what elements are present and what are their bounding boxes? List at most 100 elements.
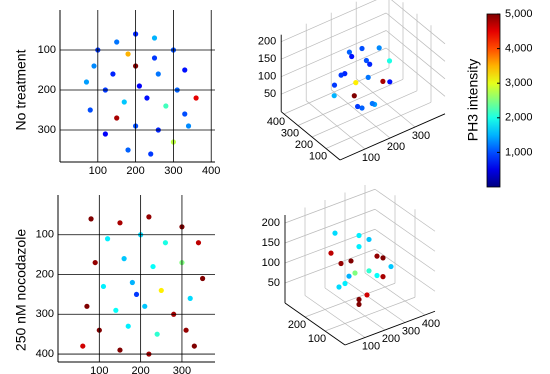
- point: [369, 100, 375, 107]
- colorbar-label: PH3 intensity: [465, 59, 481, 141]
- point: [88, 216, 94, 222]
- x-tick-label: 100: [362, 152, 380, 164]
- point: [92, 259, 98, 266]
- point: [376, 45, 382, 51]
- point: [182, 111, 188, 117]
- x-tick-label: 200: [131, 365, 149, 374]
- point: [380, 255, 386, 261]
- z-tick-label: 150: [262, 237, 280, 249]
- grid-line: [364, 272, 426, 316]
- point: [356, 301, 362, 307]
- point: [154, 331, 160, 337]
- y-tick-label: 200: [36, 268, 54, 280]
- x-tick-label: 300: [164, 165, 182, 177]
- point: [348, 258, 354, 264]
- grid-line: [281, 12, 387, 60]
- point: [182, 67, 188, 73]
- point: [338, 72, 344, 78]
- grid-line: [305, 100, 366, 150]
- axis-line: [284, 302, 346, 346]
- point: [386, 58, 393, 64]
- point: [121, 256, 127, 262]
- grid-line: [284, 248, 376, 284]
- point: [117, 347, 123, 353]
- point: [351, 93, 357, 99]
- y-tick-label: 200: [288, 319, 306, 331]
- point: [387, 79, 393, 85]
- point: [380, 78, 386, 84]
- point: [125, 323, 131, 329]
- point: [356, 232, 362, 239]
- x-tick-label: 300: [402, 325, 420, 337]
- y-tick-label: 300: [38, 124, 56, 136]
- x-tick-label: 100: [89, 165, 107, 177]
- point: [363, 57, 369, 64]
- point: [163, 103, 169, 109]
- x-tick-label: 200: [387, 141, 405, 153]
- point: [328, 250, 334, 256]
- point: [150, 263, 156, 270]
- point: [110, 71, 116, 77]
- grid-line: [374, 208, 436, 252]
- point: [125, 147, 131, 153]
- point: [193, 95, 199, 101]
- point: [148, 151, 154, 157]
- grid-line: [311, 90, 418, 138]
- point: [380, 274, 386, 280]
- axis-line: [280, 111, 341, 161]
- y-tick-label: 200: [295, 139, 313, 151]
- grid-line: [374, 188, 436, 232]
- point: [162, 240, 169, 246]
- z-tick-label: 200: [262, 217, 280, 229]
- grid-line: [281, 47, 387, 95]
- point: [102, 131, 108, 137]
- grid-line: [325, 101, 432, 149]
- point: [356, 296, 362, 303]
- point: [133, 291, 140, 298]
- z-tick-label: 50: [264, 88, 276, 100]
- point: [83, 79, 90, 85]
- grid-line: [283, 67, 390, 115]
- x-tick-label: 400: [202, 165, 220, 177]
- y-tick-label: 100: [308, 333, 326, 345]
- grid-line: [344, 280, 406, 323]
- x-tick-label: 200: [382, 333, 400, 345]
- z-tick-label: 150: [258, 53, 276, 65]
- z-tick-label: 100: [258, 71, 276, 83]
- x-tick-label: 100: [90, 365, 108, 374]
- z-tick-label: 200: [258, 36, 276, 48]
- point: [342, 280, 348, 287]
- point: [346, 273, 352, 279]
- x-tick-label: 300: [173, 365, 191, 374]
- point: [359, 105, 365, 111]
- point: [388, 263, 394, 270]
- grid-line: [297, 78, 404, 126]
- point: [356, 244, 362, 250]
- point: [338, 260, 344, 267]
- grid-line: [284, 188, 376, 224]
- grid-line: [324, 287, 386, 331]
- z-tick-label: 100: [262, 257, 280, 269]
- point: [158, 287, 164, 294]
- point: [129, 279, 135, 286]
- y-tick-label: 100: [36, 229, 54, 241]
- grid-line: [385, 30, 446, 80]
- point: [142, 303, 148, 309]
- point: [125, 51, 131, 57]
- grid-line: [330, 89, 391, 139]
- row-label: No treatment: [13, 49, 29, 130]
- point: [183, 327, 189, 333]
- point: [114, 115, 120, 121]
- point: [195, 240, 202, 246]
- point: [200, 275, 206, 282]
- point: [353, 80, 359, 86]
- point: [100, 283, 107, 290]
- point: [151, 55, 158, 61]
- colorbar-tick-label: 3,000: [505, 77, 533, 89]
- point: [151, 35, 158, 41]
- point: [366, 236, 372, 243]
- point: [155, 71, 161, 77]
- y-tick-label: 400: [36, 348, 54, 360]
- y-tick-label: 400: [267, 116, 285, 128]
